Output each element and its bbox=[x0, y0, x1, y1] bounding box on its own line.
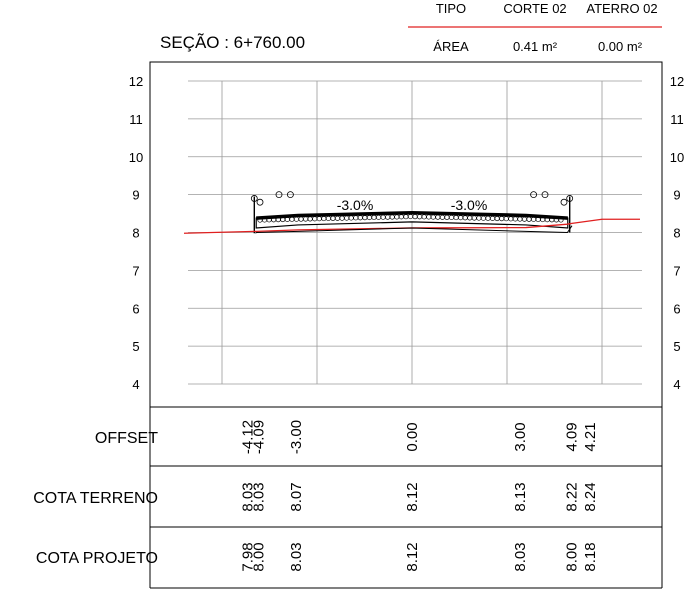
y-tick-label-right: 7 bbox=[673, 263, 680, 278]
y-tick-label-right: 9 bbox=[673, 188, 680, 203]
edge-mark bbox=[256, 198, 264, 206]
y-tick-label-right: 6 bbox=[673, 301, 680, 316]
edge-mark bbox=[286, 191, 294, 199]
table-cell: 8.03 bbox=[512, 542, 529, 571]
y-tick-label-right: 12 bbox=[670, 74, 684, 89]
table-cell: 8.00 bbox=[563, 542, 580, 571]
y-tick-label-left: 4 bbox=[132, 377, 139, 392]
corte-area-value: 0.41 m² bbox=[513, 39, 558, 54]
row-label: COTA PROJETO bbox=[36, 550, 158, 567]
table-cell: 8.00 bbox=[251, 542, 268, 571]
table-cell: 7.98 bbox=[239, 542, 256, 571]
table-cell: 8.12 bbox=[404, 542, 421, 571]
y-tick-label-right: 10 bbox=[670, 150, 684, 165]
table-cell: -4.09 bbox=[251, 420, 268, 454]
y-tick-label-left: 5 bbox=[132, 339, 139, 354]
series-line-projeto bbox=[255, 225, 573, 234]
y-tick-label-left: 6 bbox=[132, 301, 139, 316]
pavement-structure bbox=[250, 191, 574, 234]
tipo-label: TIPO bbox=[436, 1, 466, 16]
y-tick-label-left: 9 bbox=[132, 188, 139, 203]
table-cell: 0.00 bbox=[404, 422, 421, 451]
y-tick-label-left: 8 bbox=[132, 226, 139, 241]
corte-label: CORTE 02 bbox=[503, 1, 566, 16]
y-tick-label-right: 11 bbox=[670, 112, 684, 127]
table-cell: 8.18 bbox=[582, 542, 599, 571]
profile-lines bbox=[183, 218, 640, 234]
table-cell: 4.21 bbox=[582, 422, 599, 451]
pavement-surface bbox=[256, 211, 568, 220]
slope-label: -3.0% bbox=[451, 197, 488, 213]
slope-labels: -3.0% -3.0% bbox=[337, 197, 488, 213]
table-rows: OFFSET -4.12-4.09 -3.00 0.00 3.00 4.09 4.21 COT… bbox=[33, 420, 599, 572]
slope-label: -3.0% bbox=[337, 197, 374, 213]
table-cell: 3.00 bbox=[512, 422, 529, 451]
row-label: OFFSET bbox=[95, 430, 158, 447]
y-tick-label-left: 10 bbox=[129, 150, 143, 165]
y-tick-label-right: 8 bbox=[673, 226, 680, 241]
table-cell: 8.12 bbox=[404, 482, 421, 511]
table-cell: 4.09 bbox=[563, 422, 580, 451]
y-tick-label-left: 11 bbox=[129, 112, 143, 127]
edge-mark bbox=[275, 191, 283, 199]
aterro-label: ATERRO 02 bbox=[586, 1, 657, 16]
table-cell: -3.00 bbox=[288, 420, 305, 454]
edge-mark bbox=[530, 191, 537, 199]
table-cell: 8.03 bbox=[239, 482, 256, 511]
y-tick-label-right: 4 bbox=[673, 377, 680, 392]
y-axis-left: 12 11 10 9 8 7 6 5 4 bbox=[129, 74, 143, 392]
table-cell: 8.03 bbox=[251, 482, 268, 511]
row-label: COTA TERRENO bbox=[33, 490, 158, 507]
y-tick-label-right: 5 bbox=[673, 339, 680, 354]
area-label: ÁREA bbox=[433, 39, 469, 54]
section-title: SEÇÃO : 6+760.00 bbox=[160, 33, 305, 52]
table-cell: 8.22 bbox=[563, 482, 580, 511]
table-cell: -4.12 bbox=[239, 420, 256, 454]
y-axis-right: 12 11 10 9 8 7 6 5 4 bbox=[670, 74, 684, 392]
data-table bbox=[149, 407, 663, 589]
edge-mark bbox=[560, 198, 568, 206]
table-cell: 8.03 bbox=[288, 542, 305, 571]
plot-frame bbox=[149, 61, 663, 408]
aterro-area-value: 0.00 m² bbox=[598, 39, 643, 54]
y-tick-label-left: 12 bbox=[129, 74, 143, 89]
series-line-terreno bbox=[183, 218, 640, 234]
edge-mark bbox=[541, 191, 549, 199]
table-cell: 8.13 bbox=[512, 482, 529, 511]
aggregate-mark bbox=[558, 217, 564, 223]
y-tick-label-left: 7 bbox=[132, 263, 139, 278]
table-cell: 8.07 bbox=[288, 482, 305, 511]
table-cell: 8.24 bbox=[582, 482, 599, 511]
